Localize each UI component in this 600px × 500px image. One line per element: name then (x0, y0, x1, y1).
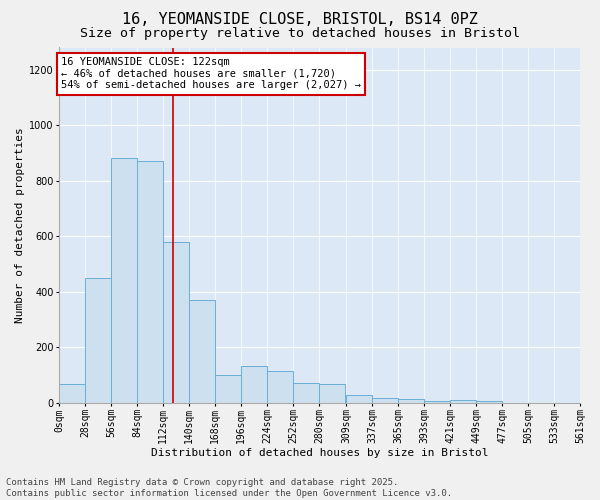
Bar (293, 383, 319, 402)
X-axis label: Distribution of detached houses by size in Bristol: Distribution of detached houses by size … (151, 448, 488, 458)
Bar (346, 395, 372, 402)
Bar (450, 400, 476, 402)
Bar (372, 398, 398, 402)
Text: Contains HM Land Registry data © Crown copyright and database right 2025.
Contai: Contains HM Land Registry data © Crown c… (6, 478, 452, 498)
Bar (424, 401, 450, 402)
Bar (267, 370, 293, 402)
Bar (398, 398, 424, 402)
Text: 16, YEOMANSIDE CLOSE, BRISTOL, BS14 0PZ: 16, YEOMANSIDE CLOSE, BRISTOL, BS14 0PZ (122, 12, 478, 28)
Bar (137, 161, 163, 402)
Bar (241, 366, 267, 402)
Text: 16 YEOMANSIDE CLOSE: 122sqm
← 46% of detached houses are smaller (1,720)
54% of : 16 YEOMANSIDE CLOSE: 122sqm ← 46% of det… (61, 57, 361, 90)
Text: Size of property relative to detached houses in Bristol: Size of property relative to detached ho… (80, 28, 520, 40)
Bar (319, 384, 345, 402)
Bar (59, 384, 85, 402)
Y-axis label: Number of detached properties: Number of detached properties (15, 127, 25, 323)
Bar (215, 375, 241, 402)
Bar (85, 278, 112, 402)
Bar (189, 300, 215, 402)
Bar (112, 158, 137, 402)
Bar (163, 242, 189, 402)
